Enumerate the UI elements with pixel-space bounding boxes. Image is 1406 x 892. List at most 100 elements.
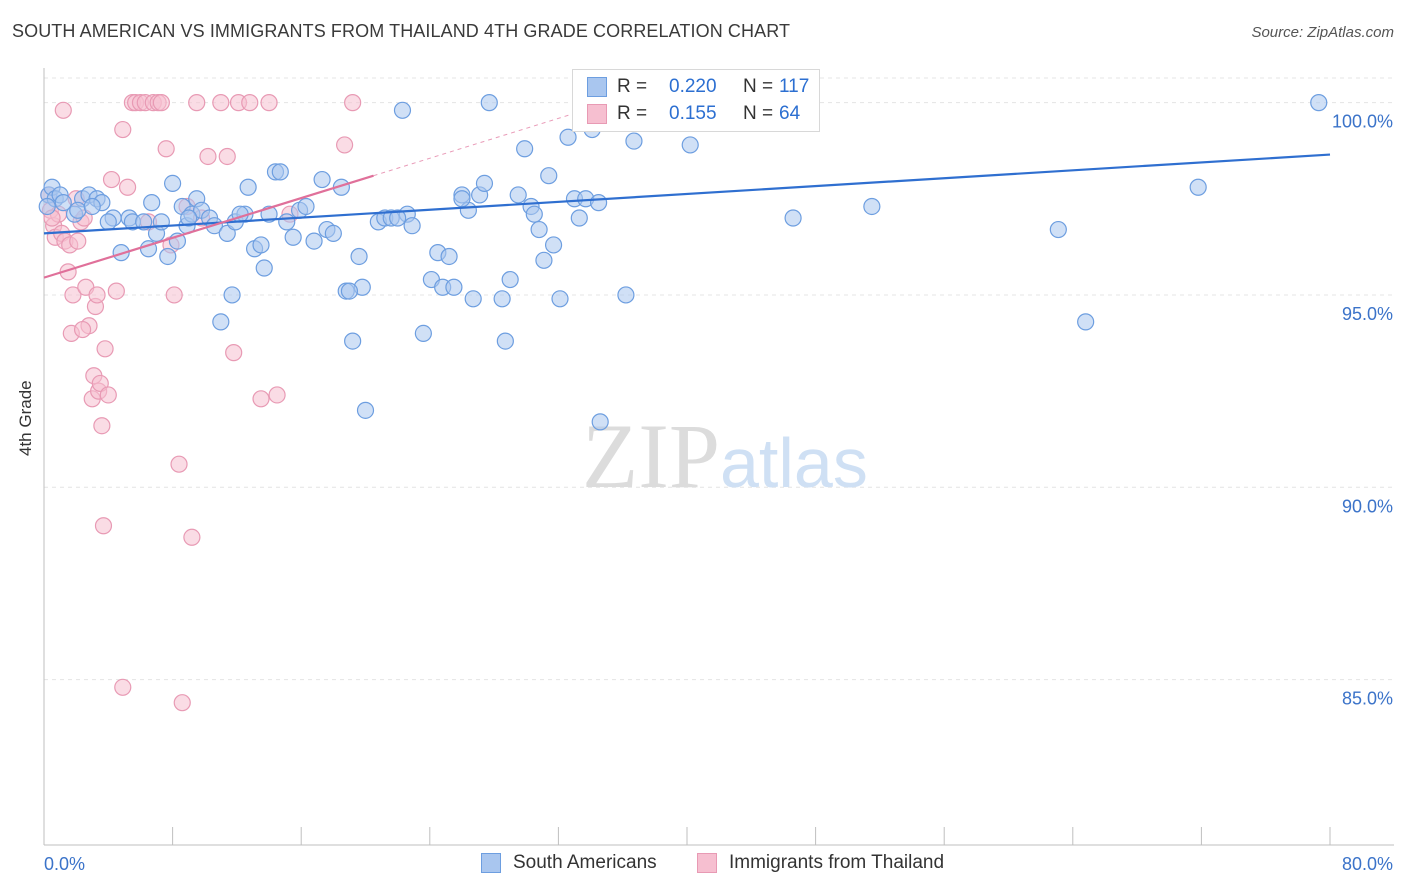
y-tick-label: 100.0%: [1332, 112, 1393, 132]
south-american-point: [344, 332, 362, 350]
south-american-point: [69, 201, 87, 219]
south-american-point: [324, 224, 342, 243]
thailand-point: [152, 94, 170, 112]
thailand-point: [218, 147, 236, 166]
south-american-point: [1310, 94, 1328, 112]
watermark-atlas: atlas: [720, 424, 868, 502]
south-american-point: [496, 332, 514, 350]
thailand-point: [88, 286, 106, 304]
south-american-point: [625, 132, 643, 150]
south-american-point: [403, 217, 421, 235]
south-american-point: [99, 213, 117, 231]
south-american-point: [681, 136, 699, 154]
south-american-point: [540, 167, 558, 185]
south-american-point: [164, 174, 182, 192]
south-american-point: [445, 278, 463, 296]
south-american-point: [356, 401, 375, 419]
south-american-point: [239, 178, 257, 196]
south-american-point: [617, 286, 635, 304]
x-tick-label: 80.0%: [1342, 854, 1393, 874]
thailand-point: [173, 694, 191, 712]
legend-r-value: 0.220: [669, 76, 717, 97]
south-american-point: [305, 232, 323, 250]
bottom-legend-label: Immigrants from Thailand: [729, 852, 945, 873]
legend-r-label: R =: [617, 103, 648, 124]
south-american-point: [297, 197, 315, 216]
y-tick-label: 90.0%: [1342, 496, 1393, 516]
south-american-point: [589, 194, 608, 212]
south-american-point: [1189, 178, 1207, 196]
south-american-point: [475, 174, 494, 192]
south-american-point: [551, 290, 569, 308]
y-tick-label: 95.0%: [1342, 304, 1393, 324]
south-american-point: [535, 251, 553, 269]
south-american-trend-line: [43, 153, 1331, 235]
thailand-point: [170, 455, 188, 473]
y-tick-label: 85.0%: [1342, 689, 1393, 709]
south-american-point: [223, 286, 241, 304]
thailand-point: [114, 678, 132, 696]
south-american-point: [393, 101, 412, 119]
thailand-point: [73, 320, 92, 339]
thailand-point: [99, 386, 117, 404]
thailand-point: [188, 94, 206, 112]
thailand-point: [94, 517, 113, 535]
south-american-point: [464, 290, 482, 308]
gridlines: [44, 77, 1394, 681]
legend-n-value: 64: [779, 103, 801, 124]
thailand-point: [252, 390, 270, 408]
south-american-point: [1049, 220, 1067, 239]
thailand-point: [93, 417, 111, 435]
south-american-point: [516, 140, 534, 158]
bottom-legend-label: South Americans: [513, 852, 657, 873]
south-american-point: [1077, 313, 1095, 331]
south-american-point: [252, 236, 270, 254]
legend-n-label: N =: [743, 103, 774, 124]
thailand-point: [225, 344, 243, 362]
thailand-point: [183, 528, 201, 546]
thailand-point: [260, 94, 278, 112]
legend-n-value: 117: [779, 76, 810, 97]
thailand-point: [268, 386, 286, 404]
south-american-point: [389, 209, 407, 227]
bottom-legend-swatch-blue: [481, 853, 501, 873]
south-american-point: [313, 170, 331, 189]
trend-lines: [43, 107, 1331, 279]
south-american-point: [559, 128, 577, 146]
south-american-point: [54, 194, 72, 212]
south-american-point: [284, 228, 302, 246]
south-american-point: [784, 209, 802, 227]
south-american-point: [453, 190, 471, 208]
legend-r-value: 0.155: [669, 103, 717, 124]
thailand-point: [54, 101, 72, 119]
south-american-points: [38, 94, 1328, 431]
thailand-trend-line: [43, 174, 374, 279]
thailand-point: [107, 282, 125, 300]
south-american-point: [591, 413, 609, 431]
south-american-point: [350, 247, 368, 266]
thailand-point: [212, 94, 230, 112]
tick-labels: 85.0% 90.0% 95.0% 100.0% 0.0% 80.0%: [44, 112, 1393, 874]
south-american-point: [509, 186, 527, 204]
south-american-point: [570, 209, 588, 227]
south-american-point: [530, 220, 548, 239]
legend-swatch-pink: [587, 104, 607, 124]
legend-r-label: R =: [617, 76, 648, 97]
thailand-trend-extension: [373, 107, 591, 177]
south-american-point: [255, 259, 273, 277]
thailand-point: [241, 94, 259, 112]
x-tick-label: 0.0%: [44, 854, 85, 874]
south-american-point: [38, 197, 56, 216]
south-american-point: [525, 205, 543, 223]
thailand-point: [96, 340, 114, 358]
south-american-point: [83, 197, 101, 216]
south-american-point: [863, 197, 881, 216]
chart-source: Source: ZipAtlas.com: [1251, 24, 1394, 41]
legend-n-label: N =: [743, 76, 774, 97]
legend-swatch-blue: [587, 77, 607, 97]
thailand-point: [69, 232, 87, 250]
south-american-point: [180, 209, 198, 227]
south-american-point: [143, 194, 161, 212]
thailand-point: [102, 170, 121, 189]
south-american-point: [135, 213, 153, 231]
